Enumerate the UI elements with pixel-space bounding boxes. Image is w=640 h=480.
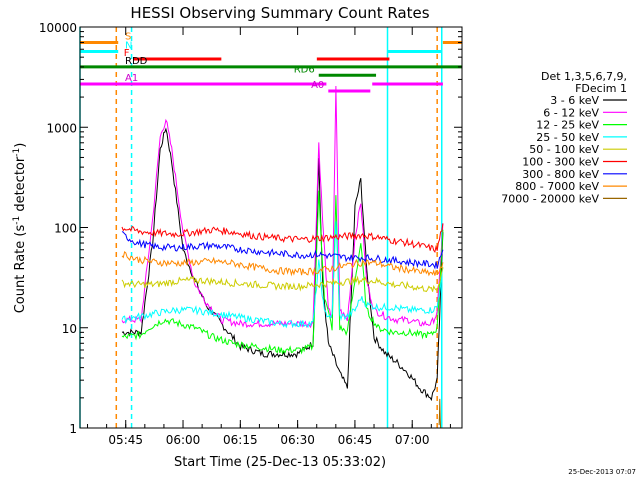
y-axis-label: Count Rate (s-1 detector-1) bbox=[12, 143, 28, 314]
y-axis-label-end: ) bbox=[13, 143, 28, 148]
flag-label-n: N bbox=[125, 40, 132, 51]
x-tick-label: 06:00 bbox=[166, 433, 201, 447]
series-line-300-800-kev bbox=[121, 231, 444, 270]
x-tick-label: 06:30 bbox=[280, 433, 315, 447]
legend-header-line-1: Det 1,3,5,6,7,9, bbox=[541, 70, 627, 83]
y-tick-label: 10000 bbox=[39, 21, 77, 35]
y-tick-label: 100 bbox=[54, 222, 77, 236]
legend-label-3-6-kev: 3 - 6 keV bbox=[550, 94, 599, 107]
x-tick-label: 07:00 bbox=[395, 433, 430, 447]
series-line-7000-20000-kev bbox=[438, 398, 442, 429]
legend-label-50-100-kev: 50 - 100 keV bbox=[529, 143, 599, 156]
x-tick-label: 06:45 bbox=[338, 433, 373, 447]
x-tick-label: 05:45 bbox=[108, 433, 143, 447]
x-axis-label: Start Time (25-Dec-13 05:33:02) bbox=[174, 455, 386, 470]
legend-label-7000-20000-kev: 7000 - 20000 keV bbox=[501, 192, 599, 205]
y-tick-label: 10 bbox=[62, 322, 77, 336]
y-axis-ticks: 1 10 100 1000 10000 bbox=[39, 21, 462, 436]
series-line-3-6-kev bbox=[121, 127, 444, 402]
x-axis-ticks: 05:45 06:00 06:15 06:30 06:45 07:00 bbox=[87, 27, 451, 447]
y-axis-label-head: Count Rate (s bbox=[13, 225, 28, 314]
series-line-800-7000-kev bbox=[121, 251, 444, 277]
y-axis-label-tail: detector bbox=[13, 156, 28, 216]
legend-label-100-300-kev: 100 - 300 keV bbox=[522, 156, 599, 169]
series-line-25-50-kev bbox=[121, 221, 444, 329]
flag-label-rdd: RDD bbox=[125, 56, 148, 67]
legend-header-line-2: FDecim 1 bbox=[575, 82, 627, 95]
legend-label-800-7000-kev: 800 - 7000 keV bbox=[515, 180, 599, 193]
y-tick-label: 1 bbox=[69, 422, 77, 436]
series-line-12-25-kev bbox=[121, 190, 444, 355]
flag-label-a1: A1 bbox=[125, 73, 138, 84]
legend-label-25-50-kev: 25 - 50 keV bbox=[536, 131, 599, 144]
generation-timestamp: 25-Dec-2013 07:07 bbox=[568, 468, 636, 476]
series-line-50-100-kev bbox=[121, 267, 444, 293]
legend-label-300-800-kev: 300 - 800 keV bbox=[522, 168, 599, 181]
series-lines bbox=[121, 85, 444, 429]
chart-title: HESSI Observing Summary Count Rates bbox=[130, 4, 429, 22]
flag-label-a0: A0 bbox=[311, 80, 324, 91]
legend-label-12-25-kev: 12 - 25 keV bbox=[536, 119, 599, 132]
flag-label-s: S bbox=[125, 32, 131, 43]
y-tick-label: 1000 bbox=[46, 121, 77, 135]
y-axis-label-sup-2: -1 bbox=[12, 148, 22, 157]
flag-label-f: F bbox=[124, 48, 130, 59]
legend-label-6-12-kev: 6 - 12 keV bbox=[543, 106, 599, 119]
y-axis-label-sup: -1 bbox=[12, 216, 22, 225]
series-line-6-12-kev bbox=[121, 85, 444, 329]
series-line-100-300-kev bbox=[121, 223, 444, 254]
x-tick-label: 06:15 bbox=[223, 433, 258, 447]
flag-label-rd6: RD6 bbox=[294, 64, 315, 75]
